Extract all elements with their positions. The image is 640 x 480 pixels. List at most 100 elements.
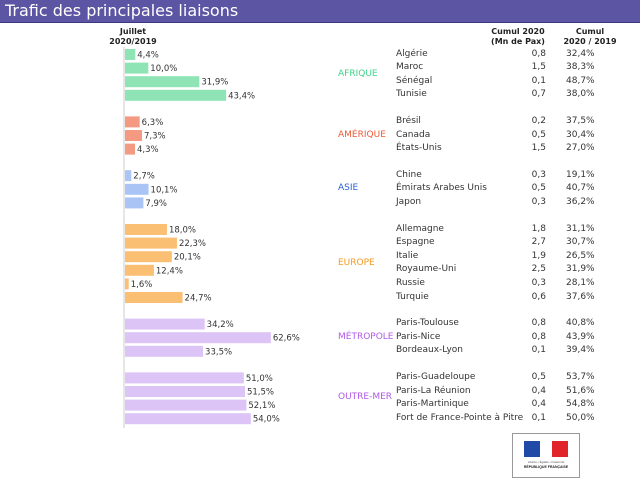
row-cumul: 0,8 [531,331,546,342]
row-cumul: 1,8 [531,223,546,234]
region-label: AFRIQUE [338,68,378,79]
row-cumul: 0,5 [531,129,546,140]
bar [125,62,149,74]
region-label: EUROPE [338,257,375,268]
row-name: Bordeaux-Lyon [396,345,463,356]
logo-motto: Liberté • Égalité • Fraternité [527,460,565,464]
bar [125,183,149,195]
cumul-header-line1: Cumul 2020 [491,27,545,36]
page-title: Trafic des principales liaisons [5,1,239,20]
bar-value-label: 6,3% [142,118,164,128]
row-ratio: 38,3% [566,62,595,73]
row-name: Paris-Martinique [396,399,469,410]
bar-value-label: 18,0% [169,226,196,236]
bar-value-label: 4,3% [137,145,159,155]
bar-value-label: 10,0% [150,64,177,74]
row-ratio: 40,8% [566,318,595,329]
row-name: Allemagne [396,223,444,234]
bar [125,130,143,141]
ratio-header-line1: Cumul [575,27,605,36]
bar [125,278,129,290]
row-cumul: 0,3 [531,169,546,180]
bar [125,345,204,357]
row-ratio: 51,6% [566,385,595,396]
row-ratio: 31,9% [566,264,595,275]
bar [125,292,183,303]
row-name: Algérie [396,48,428,59]
row-ratio: 39,4% [566,345,595,356]
row-cumul: 0,8 [531,318,546,329]
row-ratio: 38,0% [566,89,595,100]
row-ratio: 32,4% [566,48,595,59]
row-ratio: 50,0% [566,412,595,423]
bar-value-label: 7,9% [145,199,167,209]
row-name: Canada [396,129,431,140]
row-name: Russie [396,277,425,288]
row-ratio: 31,1% [566,223,595,234]
bar-header-line2: 2020/2019 [109,37,157,46]
bar [125,89,227,101]
row-cumul: 0,4 [531,399,546,410]
row-ratio: 43,9% [566,331,595,342]
bar-value-label: 7,3% [144,132,166,142]
bar-value-label: 22,3% [179,239,206,249]
row-name: Turquie [396,291,429,302]
bar [125,386,245,397]
region-label: OUTRE-MER [338,392,393,403]
row-name: Chine [396,169,422,180]
bar [125,318,205,330]
title-bar: Trafic des principales liaisons [0,0,640,23]
row-ratio: 27,0% [566,143,595,154]
row-cumul: 0,3 [531,277,546,288]
row-cumul: 2,7 [531,237,546,248]
bar [125,237,177,249]
bar-value-label: 1,6% [131,280,153,290]
row-ratio: 30,4% [566,129,595,140]
row-cumul: 0,1 [531,75,546,86]
row-ratio: 40,7% [566,183,595,194]
row-ratio: 30,7% [566,237,595,248]
row-name: Émirats Arabes Unis [396,183,487,194]
row-ratio: 36,2% [566,196,595,207]
region-label: MÉTROPOLE [338,331,394,342]
row-name: Paris-Guadeloupe [396,371,476,382]
bar [125,76,200,88]
bar-value-label: 51,0% [246,374,273,384]
logo-name: RÉPUBLIQUE FRANÇAISE [523,465,569,469]
row-cumul: 2,5 [531,264,546,275]
row-ratio: 53,7% [566,371,595,382]
bar-value-label: 34,2% [207,320,234,330]
row-name: États-Unis [396,143,442,154]
row-name: Paris-Nice [396,331,441,342]
row-cumul: 0,7 [531,89,546,100]
row-name: Fort de France-Pointe à Pitre [396,412,524,423]
row-cumul: 0,6 [531,291,546,302]
bar-value-label: 24,7% [185,294,212,304]
row-ratio: 26,5% [566,250,595,261]
row-cumul: 0,1 [531,412,546,423]
bar [125,372,244,384]
bar-value-label: 12,4% [156,266,183,276]
row-name: Royaume-Uni [396,264,457,275]
row-ratio: 37,6% [566,291,595,302]
row-ratio: 37,5% [566,115,595,126]
row-cumul: 1,5 [531,62,546,73]
bar [125,170,132,182]
bar-value-label: 52,1% [248,401,275,411]
row-cumul: 0,8 [531,48,546,59]
bar-value-label: 31,9% [201,78,228,88]
bar-value-label: 62,6% [273,334,300,344]
row-ratio: 48,7% [566,75,595,86]
bar [125,413,251,425]
bar [125,197,144,209]
row-name: Italie [396,250,419,261]
region-label: ASIE [338,183,359,194]
row-cumul: 1,5 [531,143,546,154]
bar [125,224,167,235]
ratio-column-header: Cumul 2020 / 2019 [560,27,620,47]
row-cumul: 0,5 [531,371,546,382]
row-cumul: 0,2 [531,115,546,126]
republique-francaise-logo: Liberté • Égalité • Fraternité RÉPUBLIQU… [512,433,580,478]
bar [125,332,271,344]
